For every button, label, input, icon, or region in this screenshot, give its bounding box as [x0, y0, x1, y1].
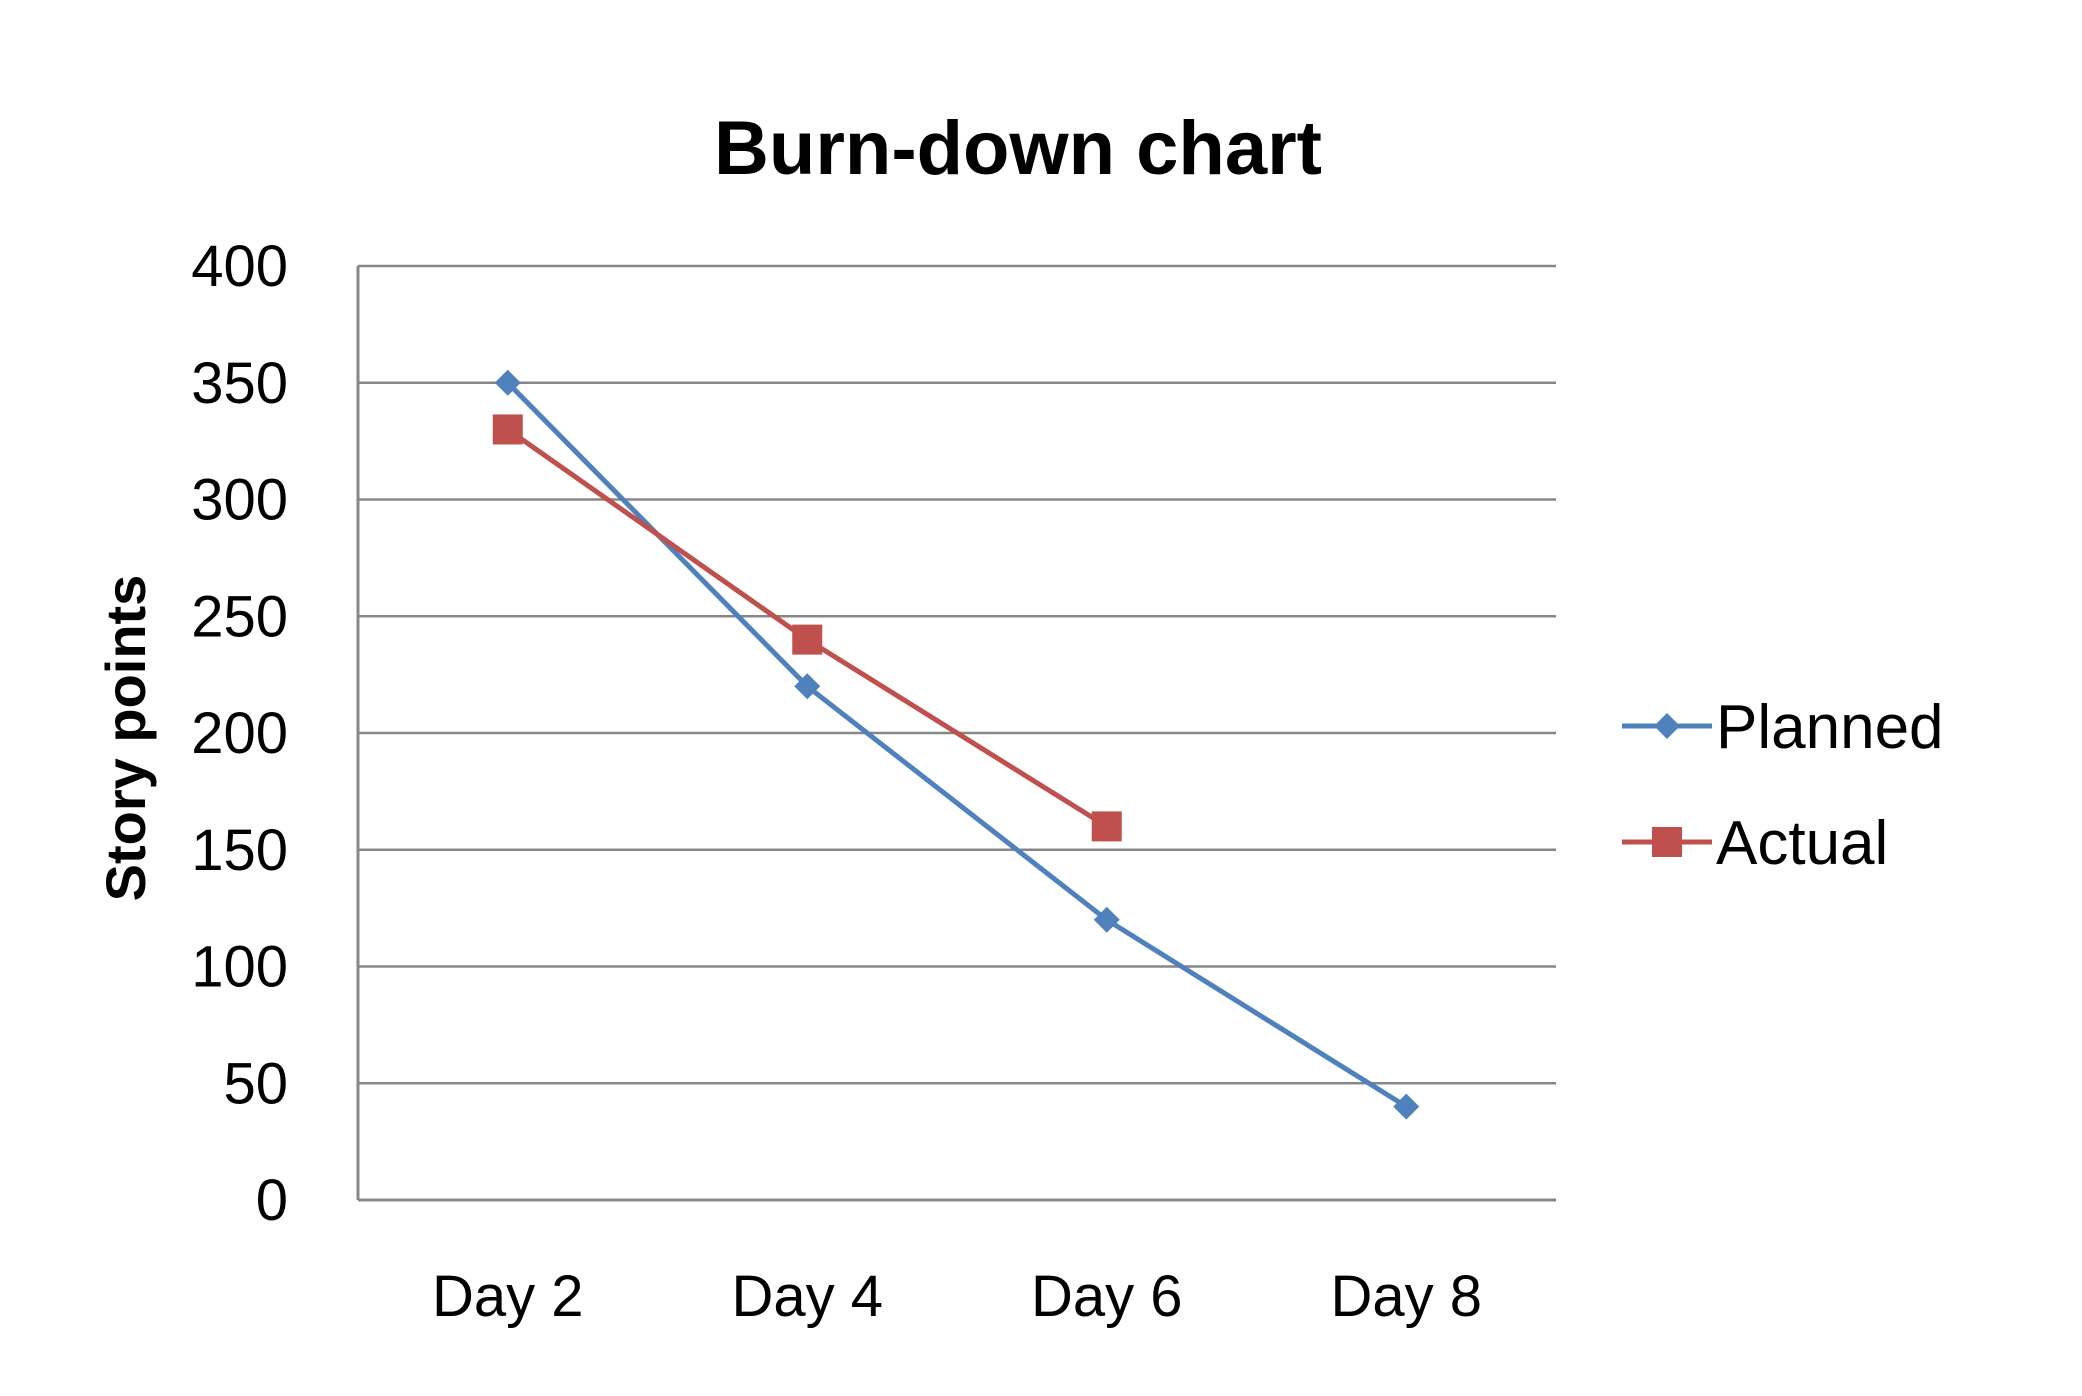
x-tick-labels: Day 2 Day 4 Day 6 Day 8: [432, 1264, 1482, 1329]
y-tick-labels: 0 50 100 150 200 250 300 350 400: [191, 234, 288, 1233]
legend-swatch-marker: [1654, 713, 1680, 739]
legend: Planned Actual: [1622, 693, 1944, 878]
legend-item: Planned: [1622, 693, 1944, 762]
gridlines: [358, 264, 1556, 1085]
y-axis-title-group: Story points: [94, 575, 157, 902]
data-series: [492, 369, 1420, 1120]
y-tick-label: 100: [191, 935, 288, 1000]
y-tick-label: 350: [191, 351, 288, 416]
y-tick-label: 300: [191, 468, 288, 533]
data-point-marker: [1091, 811, 1122, 842]
data-point-marker: [792, 624, 823, 655]
legend-label: Planned: [1716, 693, 1944, 762]
y-tick-label: 400: [191, 234, 288, 299]
axes: [356, 266, 1556, 1202]
legend-swatch-marker: [1652, 827, 1682, 857]
data-point-marker: [1093, 906, 1120, 933]
y-tick-label: 50: [223, 1051, 288, 1116]
x-tick-label: Day 2: [432, 1264, 584, 1329]
data-point-marker: [1393, 1093, 1420, 1120]
y-tick-label: 150: [191, 818, 288, 883]
data-point-marker: [492, 414, 523, 445]
y-axis-title: Story points: [94, 575, 157, 902]
y-tick-label: 200: [191, 701, 288, 766]
series-planned: [494, 369, 1420, 1120]
legend-item: Actual: [1622, 809, 1888, 878]
data-point-marker: [494, 369, 521, 396]
y-tick-label: 0: [256, 1168, 288, 1233]
x-tick-label: Day 4: [731, 1264, 883, 1329]
chart-title: Burn-down chart: [714, 106, 1322, 191]
series-line: [505, 380, 1408, 1109]
x-tick-label: Day 8: [1330, 1264, 1482, 1329]
series-actual: [492, 414, 1122, 842]
data-point-marker: [794, 673, 821, 700]
x-tick-label: Day 6: [1031, 1264, 1183, 1329]
y-tick-label: 250: [191, 584, 288, 649]
legend-label: Actual: [1716, 809, 1888, 878]
